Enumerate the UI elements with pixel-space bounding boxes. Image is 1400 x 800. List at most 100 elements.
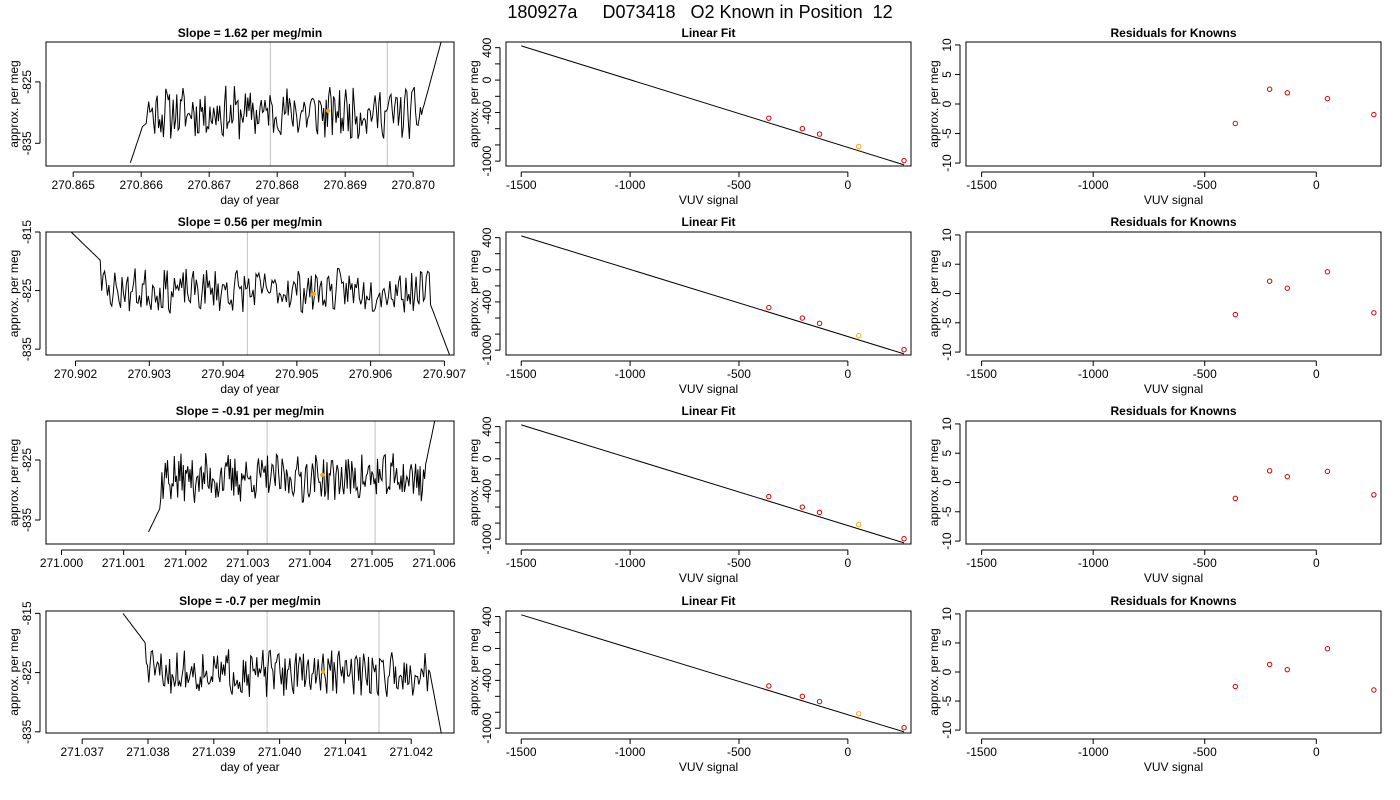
- y-tick-label: 0: [480, 266, 494, 273]
- x-tick-label: -1000: [1078, 745, 1109, 759]
- x-tick-label: -500: [727, 178, 751, 192]
- x-tick-label: 0: [845, 178, 852, 192]
- y-tick-label: -825: [20, 70, 34, 94]
- y-tick-label: -835: [20, 131, 34, 155]
- x-tick-label: 270.903: [128, 367, 172, 381]
- data-point: [799, 504, 806, 510]
- x-axis-label: VUV signal: [679, 571, 738, 585]
- chart-title: Slope = 0.56 per meg/min: [178, 215, 322, 229]
- data-point: [766, 115, 772, 121]
- x-tick-label: -1000: [1078, 367, 1109, 381]
- x-axis-label: VUV signal: [1144, 760, 1203, 774]
- chart-title: Linear Fit: [681, 594, 735, 608]
- x-axis-label: VUV signal: [679, 760, 738, 774]
- x-axis-label: day of year: [220, 571, 279, 585]
- plot-frame: [45, 41, 455, 167]
- y-tick-label: -10: [940, 343, 954, 361]
- data-point: [766, 683, 772, 689]
- page-title: 180927a D073418 O2 Known in Position 12: [507, 2, 893, 22]
- data-point: [1266, 278, 1273, 284]
- data-point: [1284, 473, 1290, 480]
- data-point: [856, 332, 862, 339]
- x-tick-label: -1000: [615, 556, 646, 570]
- x-tick-label: 270.867: [188, 178, 232, 192]
- x-tick-label: 270.868: [256, 178, 300, 192]
- fit-line: [521, 235, 905, 355]
- fit-line: [521, 424, 905, 544]
- x-tick-label: 0: [1313, 367, 1320, 381]
- chart-title: Slope = -0.7 per meg/min: [179, 594, 321, 608]
- y-tick-label: 0: [480, 645, 494, 652]
- y-tick-label: -1000: [480, 524, 494, 555]
- data-point: [1266, 86, 1273, 92]
- x-tick-label: -1000: [615, 178, 646, 192]
- y-axis-label: approx. per meg: [927, 439, 941, 526]
- x-tick-label: 270.870: [392, 178, 436, 192]
- y-tick-label: 0: [480, 76, 494, 83]
- data-point: [1232, 120, 1239, 127]
- x-tick-label: -1000: [1078, 556, 1109, 570]
- data-point: [816, 698, 823, 705]
- y-tick-label: 0: [480, 455, 494, 462]
- x-tick-label: 270.906: [349, 367, 393, 381]
- y-tick-label: -10: [940, 154, 954, 172]
- data-point: [766, 304, 772, 311]
- data-point: [1371, 310, 1377, 316]
- data-point: [901, 725, 907, 731]
- data-point: [1266, 661, 1273, 668]
- x-tick-label: 270.905: [275, 367, 319, 381]
- y-tick-label: -10: [940, 721, 954, 739]
- x-tick-label: -500: [1193, 556, 1217, 570]
- y-tick-label: 10: [940, 228, 954, 242]
- y-tick-label: 10: [940, 38, 954, 52]
- data-point: [1371, 111, 1377, 118]
- y-tick-label: -835: [20, 508, 34, 532]
- y-tick-label: -825: [20, 660, 34, 684]
- y-tick-label: 0: [940, 290, 954, 297]
- chart-title: Linear Fit: [681, 404, 735, 418]
- x-tick-label: 271.038: [126, 745, 170, 759]
- plot-frame: [965, 41, 1382, 167]
- plot-frame: [505, 41, 912, 167]
- y-tick-label: 0: [940, 100, 954, 107]
- data-point: [856, 143, 862, 150]
- x-tick-label: 271.042: [390, 745, 434, 759]
- y-axis-label: approx. per meg: [467, 250, 481, 337]
- y-tick-label: -1000: [480, 713, 494, 744]
- data-point: [1324, 468, 1331, 475]
- data-point: [1284, 285, 1290, 291]
- chart-title: Linear Fit: [681, 215, 735, 229]
- data-point: [901, 157, 907, 164]
- series-line: [70, 232, 451, 355]
- x-tick-label: -1500: [966, 745, 997, 759]
- x-axis-label: day of year: [220, 193, 279, 207]
- chart-title: Residuals for Knowns: [1110, 594, 1236, 608]
- y-tick-label: -400: [480, 100, 494, 124]
- y-tick-label: 400: [480, 227, 494, 247]
- chart-title: Residuals for Knowns: [1110, 404, 1236, 418]
- x-tick-label: -1500: [966, 556, 997, 570]
- y-tick-label: -815: [20, 601, 34, 625]
- y-axis-label: approx. per meg: [467, 60, 481, 147]
- x-tick-label: 271.037: [60, 745, 104, 759]
- data-point: [1232, 495, 1239, 502]
- x-tick-label: -500: [727, 745, 751, 759]
- y-tick-label: 5: [940, 261, 954, 268]
- y-tick-label: 400: [480, 37, 494, 57]
- x-tick-label: 270.902: [54, 367, 98, 381]
- chart-title: Slope = 1.62 per meg/min: [178, 26, 322, 40]
- x-tick-label: 271.005: [350, 556, 394, 570]
- chart-title: Slope = -0.91 per meg/min: [176, 404, 324, 418]
- y-tick-label: 10: [940, 607, 954, 621]
- x-axis-label: VUV signal: [1144, 571, 1203, 585]
- plot-frame: [965, 231, 1382, 356]
- y-tick-label: -1000: [480, 335, 494, 366]
- x-tick-label: 0: [1313, 556, 1320, 570]
- x-tick-label: 271.000: [40, 556, 84, 570]
- plot-frame: [45, 231, 455, 356]
- y-axis-label: approx. per meg: [467, 628, 481, 715]
- y-tick-label: -400: [480, 668, 494, 692]
- y-axis-label: approx. per meg: [927, 628, 941, 715]
- x-axis-label: day of year: [220, 760, 279, 774]
- data-point: [1324, 95, 1331, 102]
